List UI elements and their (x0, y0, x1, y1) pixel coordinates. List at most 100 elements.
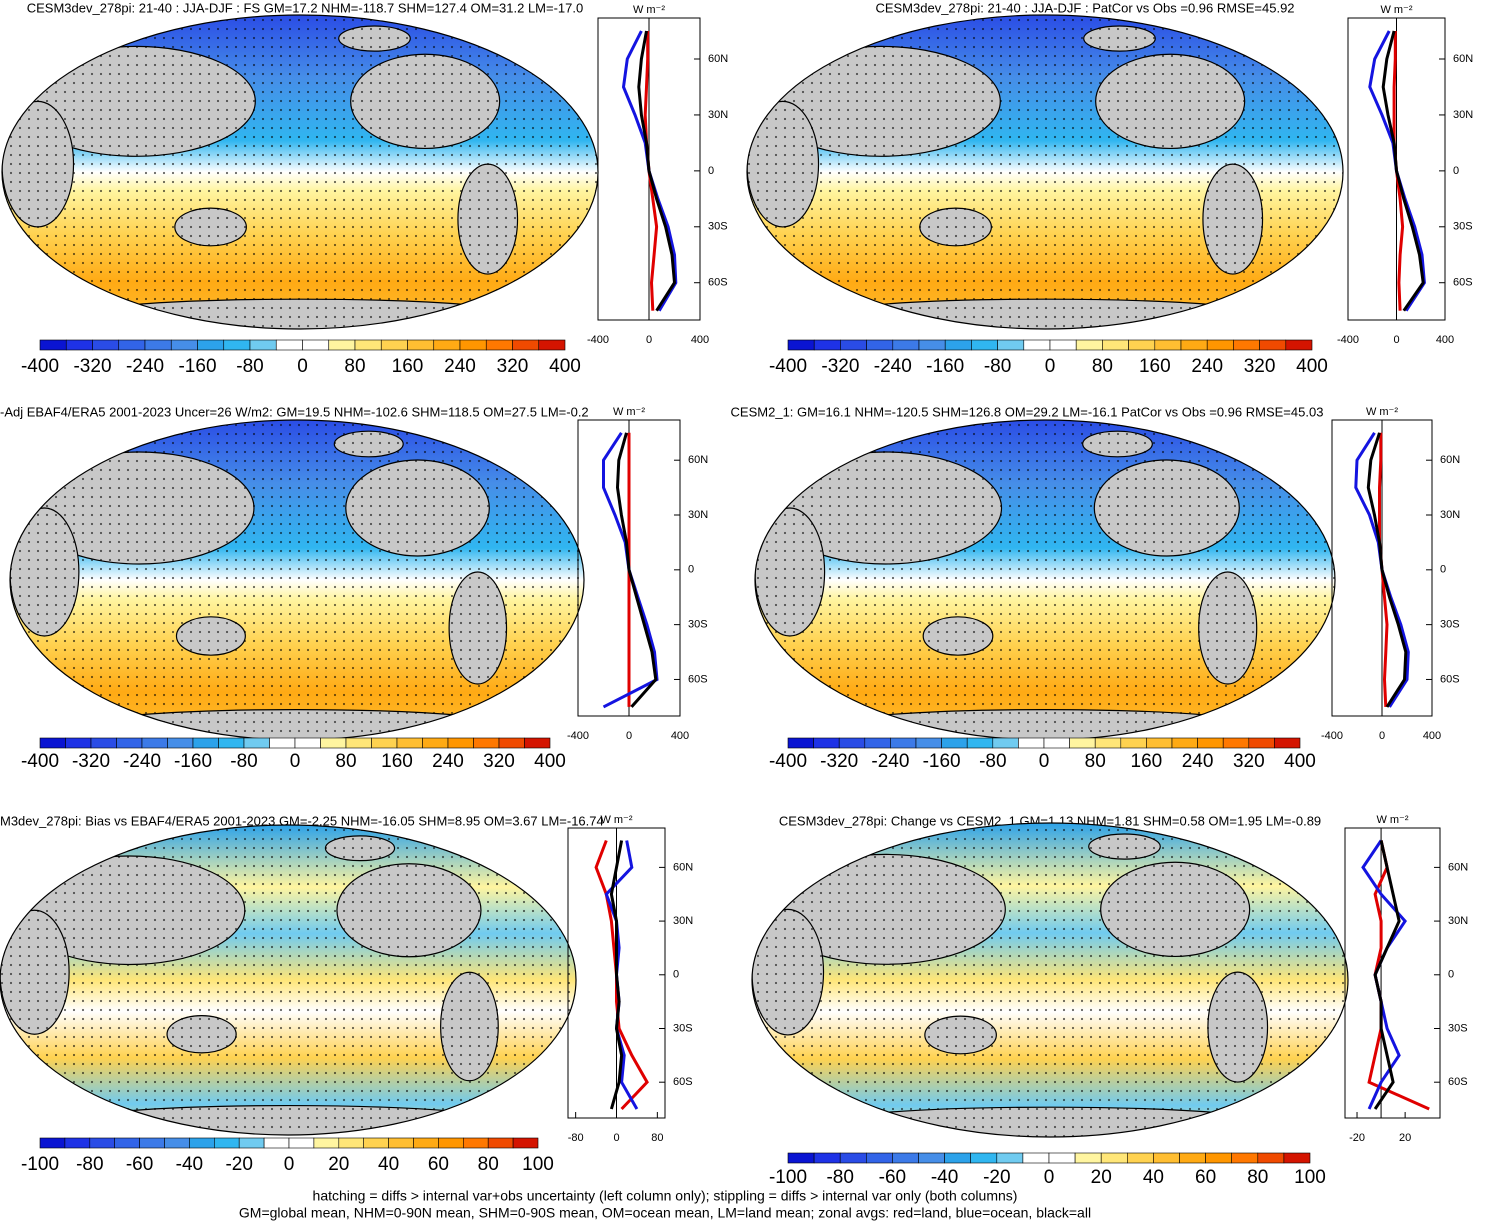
stippling (10, 420, 584, 740)
colorbar-box (139, 1137, 165, 1149)
y-tick-label: 0 (1440, 564, 1446, 576)
x-tick-label: 0 (646, 334, 652, 346)
y-tick-label: 60N (673, 861, 693, 873)
zonal-line (1373, 840, 1401, 1110)
colorbar-label: -400 (21, 356, 59, 377)
colorbar-box (1018, 737, 1045, 749)
colorbar-label: -40 (931, 1167, 958, 1188)
colorbar-box (243, 737, 270, 749)
colorbar-label: -20 (983, 1167, 1010, 1188)
x-tick-label: -400 (567, 730, 589, 742)
colorbar-box (864, 737, 891, 749)
colorbar-box (1180, 339, 1208, 351)
colorbar-label: 400 (1284, 751, 1316, 772)
colorbar-box (997, 339, 1025, 351)
colorbar-box (1022, 1152, 1050, 1164)
colorbar-box (1043, 737, 1070, 749)
y-tick-label: 30S (1440, 619, 1460, 631)
colorbar-box (787, 737, 814, 749)
colorbar-label: 40 (378, 1154, 399, 1175)
panel-title: -Adj EBAF4/ERA5 2001-2023 Uncer=26 W/m2:… (0, 404, 589, 419)
y-tick-label: 0 (673, 969, 679, 981)
colorbar-box (114, 1137, 140, 1149)
unit-label: W m⁻² (1366, 406, 1398, 418)
colorbar-label: 0 (297, 356, 308, 377)
y-tick-label: 0 (1448, 969, 1454, 981)
colorbar-box (866, 339, 894, 351)
colorbar-box (1197, 737, 1224, 749)
y-tick-label: 60S (1453, 277, 1473, 289)
x-tick-label: 0 (1379, 730, 1385, 742)
colorbar-box (1048, 1152, 1076, 1164)
colorbar-box (363, 1137, 389, 1149)
zonal-line (615, 432, 658, 708)
colorbar-box (462, 1137, 489, 1149)
zonal-line (1361, 839, 1407, 1110)
y-tick-label: 60N (708, 53, 728, 65)
colorbar-box (1285, 339, 1313, 351)
colorbar-box (459, 339, 487, 351)
colorbar-box (1100, 1152, 1128, 1164)
colorbar-box (116, 737, 143, 749)
colorbar-box (1094, 737, 1122, 749)
unit-label: W m⁻² (1376, 814, 1408, 826)
colorbar-box (90, 737, 117, 749)
colorbar-box (892, 1152, 919, 1164)
colorbar-box (813, 1152, 841, 1164)
colorbar-box (966, 737, 994, 749)
colorbar-label: 0 (290, 751, 301, 772)
colorbar-box (338, 1137, 364, 1149)
colorbar-box (787, 339, 815, 351)
colorbar-box (971, 339, 998, 351)
colorbar-label: -160 (174, 751, 212, 772)
colorbar-box (167, 737, 194, 749)
colorbar-box (288, 1137, 315, 1149)
colorbar-box (92, 339, 120, 351)
colorbar-box (345, 737, 372, 749)
colorbar-label: -320 (72, 751, 110, 772)
colorbar-box (813, 737, 840, 749)
colorbar-box (838, 737, 866, 749)
x-tick-label: 80 (651, 1132, 663, 1144)
colorbar-box (1205, 1152, 1232, 1164)
x-tick-label: 400 (1423, 730, 1441, 742)
colorbar-box (275, 339, 303, 351)
map (755, 420, 1335, 740)
colorbar-box (422, 737, 449, 749)
colorbar-box (538, 339, 566, 351)
zonal-line (609, 840, 624, 1110)
colorbar-label: -100 (21, 1154, 59, 1175)
colorbar-box (1222, 737, 1250, 749)
x-tick-label: 400 (1436, 334, 1454, 346)
colorbar-label: -80 (979, 751, 1006, 772)
colorbar-box (354, 339, 382, 351)
colorbar-box (1233, 339, 1260, 351)
x-tick-label: 0 (1393, 334, 1399, 346)
colorbar-box (371, 737, 398, 749)
colorbar-box (433, 339, 461, 351)
colorbar-label: -60 (879, 1167, 906, 1188)
colorbar-box (407, 339, 435, 351)
y-tick-label: 30N (673, 915, 693, 927)
panel-title: CESM3dev_278pi: 21-40 : JJA-DJF : FS GM=… (27, 0, 584, 15)
colorbar-box (524, 737, 551, 749)
colorbar-label: -240 (123, 751, 161, 772)
colorbar-box (1248, 737, 1275, 749)
colorbar-label: 0 (284, 1154, 295, 1175)
colorbar-label: 60 (428, 1154, 449, 1175)
colorbar-label: -320 (821, 356, 859, 377)
colorbar-label: 80 (335, 751, 356, 772)
colorbar-label: -400 (21, 751, 59, 772)
map-border (751, 822, 1349, 1138)
y-tick-label: 60N (1453, 53, 1473, 65)
zonal-frame (1344, 827, 1441, 1119)
colorbar-box (118, 339, 146, 351)
y-tick-label: 60S (688, 673, 708, 685)
colorbar-label: 80 (1085, 751, 1106, 772)
colorbar-label: -80 (230, 751, 257, 772)
colorbar-label: 400 (534, 751, 566, 772)
unit-label: W m⁻² (633, 4, 665, 16)
zonal-line (1366, 432, 1408, 708)
colorbar-label: -20 (225, 1154, 252, 1175)
map-border (746, 14, 1344, 330)
